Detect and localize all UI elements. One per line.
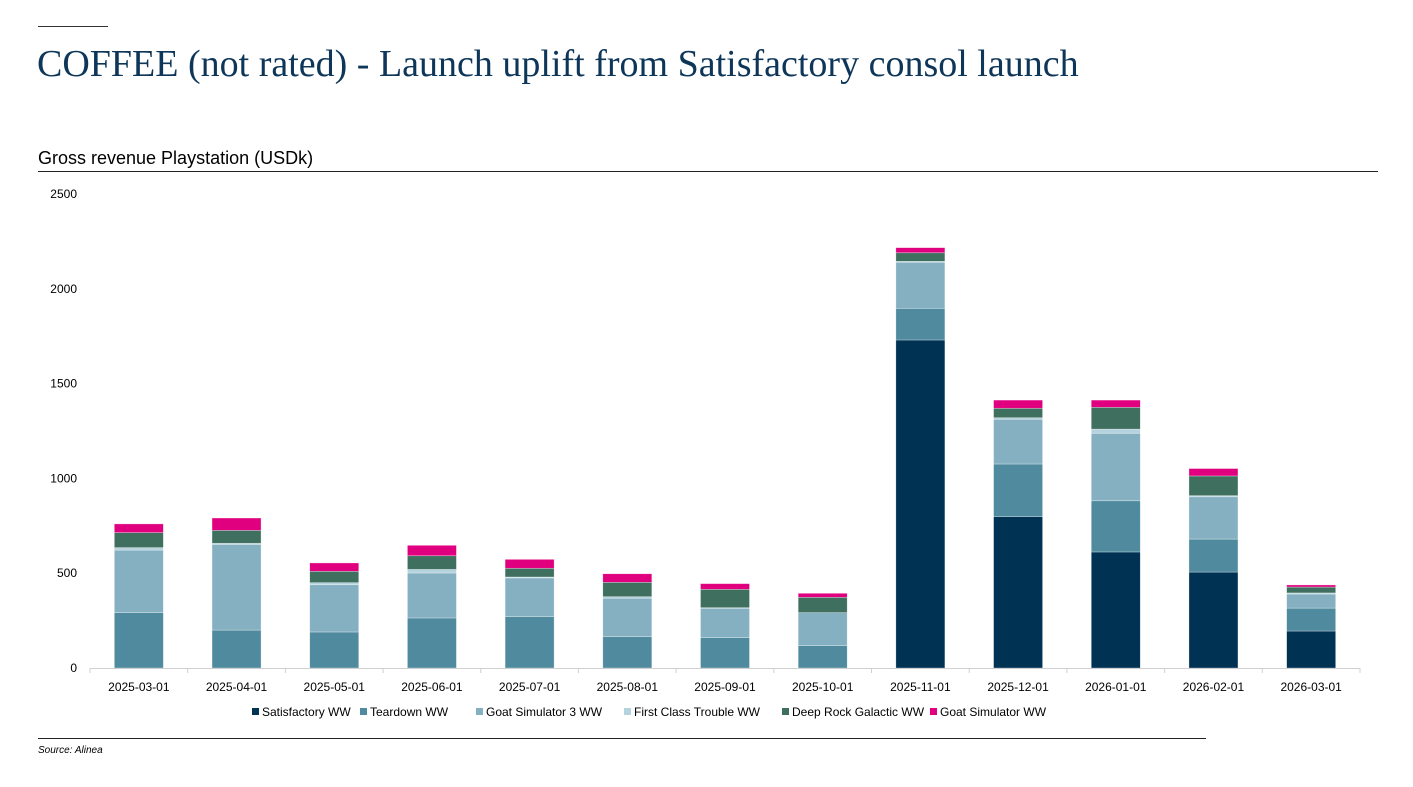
x-tick-label: 2025-10-01 bbox=[792, 680, 854, 694]
x-tick-label: 2025-07-01 bbox=[499, 680, 561, 694]
bar-segment bbox=[407, 545, 457, 557]
chart-title-rule bbox=[38, 171, 1378, 172]
bar-segment bbox=[993, 418, 1043, 465]
bar-segment bbox=[797, 612, 848, 646]
bar-segment bbox=[114, 612, 164, 669]
x-tick-label: 2026-01-01 bbox=[1085, 680, 1147, 694]
legend-label: First Class Trouble WW bbox=[634, 705, 761, 719]
source-rule bbox=[38, 738, 1206, 739]
legend-swatch bbox=[930, 708, 937, 715]
bar-segment bbox=[1090, 500, 1141, 553]
source-note: Source: Alinea bbox=[38, 745, 103, 756]
bar-segment bbox=[700, 637, 750, 669]
x-tick-label: 2025-09-01 bbox=[694, 680, 756, 694]
bar-segment bbox=[407, 555, 457, 570]
bar-segment bbox=[114, 532, 164, 548]
bar-segment bbox=[407, 572, 457, 619]
bar-segment bbox=[114, 523, 164, 533]
bar-segment bbox=[602, 582, 653, 598]
bar-segment bbox=[700, 583, 750, 590]
legend-swatch bbox=[360, 708, 367, 715]
bar-segment bbox=[309, 584, 360, 633]
bar-segment bbox=[1090, 406, 1141, 430]
bar-segment bbox=[1090, 551, 1141, 669]
x-tick-label: 2025-12-01 bbox=[987, 680, 1049, 694]
bar-segment bbox=[504, 559, 555, 569]
y-tick-label: 1000 bbox=[50, 471, 77, 485]
bar-segment bbox=[895, 339, 946, 669]
legend-label: Satisfactory WW bbox=[262, 705, 351, 719]
bar-segment bbox=[602, 573, 653, 583]
bar-segment bbox=[1090, 428, 1141, 434]
y-tick-label: 500 bbox=[57, 566, 77, 580]
bar-segment bbox=[797, 592, 848, 598]
page-title: COFFEE (not rated) - Launch uplift from … bbox=[37, 43, 1079, 85]
y-tick-label: 2000 bbox=[50, 282, 77, 296]
bar-segment bbox=[504, 567, 555, 578]
x-tick-label: 2025-05-01 bbox=[304, 680, 366, 694]
bar-segment bbox=[309, 582, 360, 586]
x-tick-label: 2026-03-01 bbox=[1280, 680, 1342, 694]
bar-segment bbox=[114, 549, 164, 613]
bar-segment bbox=[114, 547, 164, 551]
bar-segment bbox=[504, 616, 555, 669]
bar-segment bbox=[1188, 475, 1239, 496]
x-tick-label: 2025-08-01 bbox=[597, 680, 659, 694]
bar-segment bbox=[993, 463, 1043, 517]
legend-label: Deep Rock Galactic WW bbox=[792, 705, 925, 719]
legend-swatch bbox=[252, 708, 259, 715]
bar-segment bbox=[407, 617, 457, 669]
bar-segment bbox=[211, 517, 262, 531]
legend-swatch bbox=[476, 708, 483, 715]
bar-segment bbox=[700, 607, 750, 638]
y-tick-label: 2500 bbox=[50, 187, 77, 201]
bar-segment bbox=[1188, 496, 1239, 540]
bar-segment bbox=[309, 562, 360, 572]
x-tick-label: 2026-02-01 bbox=[1183, 680, 1245, 694]
y-tick-label: 0 bbox=[70, 661, 77, 675]
bar-segment bbox=[1188, 571, 1239, 669]
legend-label: Goat Simulator 3 WW bbox=[486, 705, 603, 719]
bar-segment bbox=[700, 589, 750, 609]
bar-segment bbox=[1090, 399, 1141, 408]
bar-segment bbox=[895, 252, 946, 262]
bar-segment bbox=[993, 399, 1043, 409]
bar-segment bbox=[1286, 584, 1336, 588]
bar-segment bbox=[1188, 468, 1239, 477]
y-tick-label: 1500 bbox=[50, 377, 77, 391]
x-tick-label: 2025-04-01 bbox=[206, 680, 268, 694]
bar-segment bbox=[602, 636, 653, 669]
legend-swatch bbox=[624, 708, 631, 715]
x-tick-label: 2025-03-01 bbox=[108, 680, 170, 694]
bar-segment bbox=[1286, 607, 1336, 632]
bar-segment bbox=[895, 261, 946, 309]
bar-segment bbox=[211, 629, 262, 669]
bar-segment bbox=[504, 577, 555, 617]
legend-swatch bbox=[782, 708, 789, 715]
x-tick-label: 2025-06-01 bbox=[401, 680, 463, 694]
bar-segment bbox=[993, 516, 1043, 669]
bar-segment bbox=[407, 569, 457, 574]
bar-segment bbox=[1090, 432, 1141, 502]
bar-segment bbox=[1286, 586, 1336, 594]
bar-segment bbox=[895, 308, 946, 341]
bar-segment bbox=[602, 597, 653, 638]
bar-segment bbox=[1188, 538, 1239, 573]
bar-segment bbox=[1286, 593, 1336, 609]
legend-label: Teardown WW bbox=[370, 705, 449, 719]
bar-segment bbox=[309, 631, 360, 669]
bar-segment bbox=[797, 596, 848, 613]
bar-segment bbox=[895, 247, 946, 254]
bar-segment bbox=[211, 530, 262, 544]
bar-segment bbox=[797, 645, 848, 669]
bar-segment bbox=[993, 407, 1043, 419]
bar-segment bbox=[211, 544, 262, 631]
bar-segment bbox=[1286, 630, 1336, 669]
legend-label: Goat Simulator WW bbox=[940, 705, 1047, 719]
x-tick-label: 2025-11-01 bbox=[890, 680, 951, 694]
top-rule bbox=[38, 26, 108, 27]
chart-title: Gross revenue Playstation (USDk) bbox=[38, 148, 314, 168]
bar-segment bbox=[309, 571, 360, 583]
